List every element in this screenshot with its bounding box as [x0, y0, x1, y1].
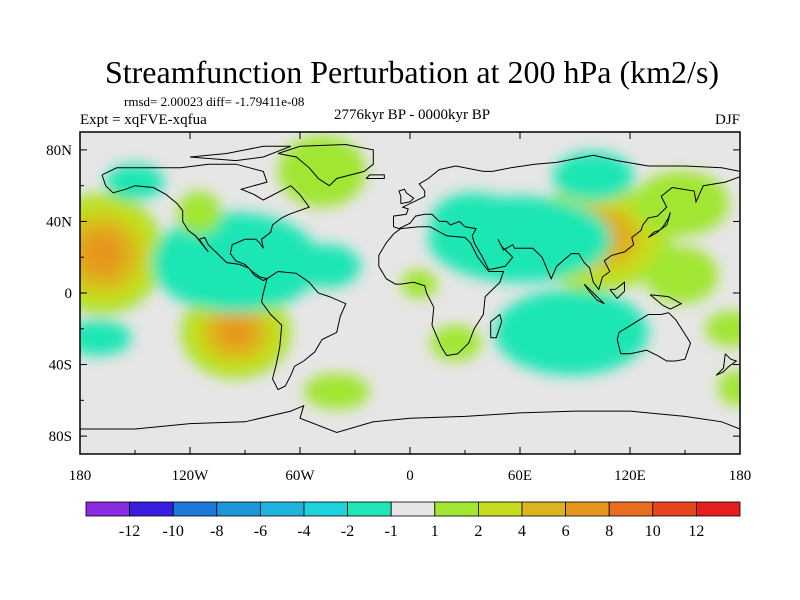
y-tick-label: 40S [49, 358, 72, 374]
coastlines [80, 143, 740, 434]
colorbar-swatch [303, 501, 348, 517]
field-contour-10-0 [553, 151, 634, 202]
colorbar-swatch [608, 501, 654, 517]
coastline-6 [80, 404, 740, 434]
field-contour-7-0 [278, 135, 366, 208]
x-tick-label: 120E [614, 468, 646, 484]
colorbar-swatch [390, 501, 436, 517]
x-tick-label: 180 [69, 468, 92, 484]
field-contour-8-0 [177, 191, 222, 234]
x-tick-label: 60E [508, 468, 532, 484]
coastline-2 [277, 143, 374, 187]
colorbar-swatch [347, 501, 392, 517]
period-label: 2776kyr BP - 0000kyr BP [334, 107, 490, 123]
field-contour-18-0 [105, 164, 165, 200]
x-tick-label: 120W [172, 468, 210, 484]
coastline-11 [583, 283, 605, 305]
colorbar-swatch [565, 501, 610, 517]
colorbar-label: -2 [341, 523, 354, 540]
coastline-7 [398, 188, 415, 205]
colorbar-swatch [477, 501, 523, 517]
colorbar-label: 1 [431, 523, 439, 540]
colorbar-label: -1 [385, 523, 398, 540]
field-contour-17-0 [294, 244, 361, 288]
colorbar-swatch [521, 501, 566, 517]
colorbar-label: 2 [474, 523, 482, 540]
coastline-4 [393, 154, 740, 291]
colorbar-swatch [652, 501, 697, 517]
colorbar-swatch [172, 501, 218, 517]
coastline-15 [189, 145, 291, 162]
colorbar-swatch [216, 501, 261, 517]
colorbar-label: 6 [562, 523, 570, 540]
x-tick-label: 0 [406, 468, 414, 484]
field-contour-6-0 [633, 171, 729, 236]
field-contour-1-3 [219, 318, 253, 347]
colorbar-swatch [129, 501, 174, 517]
map-panel: 180 120W 60W 0 60E 120E 180 80N 40N 0 40S 80S [46, 131, 751, 484]
x-tick-label: 60W [285, 468, 315, 484]
season-label: DJF [715, 112, 740, 128]
field-contour-16-0 [430, 192, 519, 251]
colorbar-label: -4 [297, 523, 310, 540]
colorbar-swatch [434, 501, 479, 517]
colorbar-label: 4 [518, 523, 526, 540]
field-contour-3-2 [151, 212, 321, 313]
colorbar-swatch [85, 501, 130, 517]
x-tick-label: 180 [729, 468, 752, 484]
field-contour-13-0 [303, 373, 370, 410]
field-contour-14-0 [705, 310, 740, 347]
colorbar-label: -12 [119, 523, 140, 540]
coastline-1 [260, 270, 347, 391]
colorbar-swatch [696, 501, 741, 517]
coastline-13 [649, 294, 683, 310]
colorbar-label: 12 [688, 523, 704, 540]
colorbar-label: 10 [645, 523, 661, 540]
streamfunction-field [80, 135, 740, 410]
y-tick-label: 0 [65, 286, 73, 302]
y-tick-label: 40N [46, 214, 72, 230]
field-contour-19-0 [80, 319, 132, 356]
field-contour-11-0 [430, 325, 482, 361]
field-contour-5-2 [494, 289, 649, 376]
y-tick-label: 80S [49, 429, 72, 445]
coastline-3 [378, 226, 505, 357]
experiment-label: Expt = xqFVE-xqfua [80, 112, 207, 128]
coastline-9 [490, 313, 503, 339]
chart-title: Streamfunction Perturbation at 200 hPa (… [105, 54, 719, 90]
field-contour-9-0 [644, 246, 718, 304]
stats-label: rmsd= 2.00023 diff= -1.79411e-08 [124, 94, 304, 109]
y-tick-label: 80N [46, 143, 72, 159]
coastline-5 [616, 312, 692, 362]
colorbar-label: -8 [210, 523, 223, 540]
coastline-10 [715, 353, 738, 376]
coastline-12 [609, 281, 625, 300]
coastline-0 [101, 163, 311, 282]
colorbar-label: -10 [163, 523, 184, 540]
colorbar-label: -6 [254, 523, 267, 540]
map-axes: 180 120W 60W 0 60E 120E 180 80N 40N 0 40S 80S [46, 132, 751, 484]
coastline-14 [365, 174, 385, 179]
field-contour-0-3 [80, 232, 124, 275]
colorbar-label: 8 [605, 523, 613, 540]
colorbar-swatch [259, 501, 305, 517]
colorbar: -12 -10 -8 -6 -4 -2 -1 1 2 4 6 8 10 12 [85, 501, 741, 540]
coastline-8 [647, 212, 671, 238]
field-contour-15-0 [718, 369, 740, 406]
